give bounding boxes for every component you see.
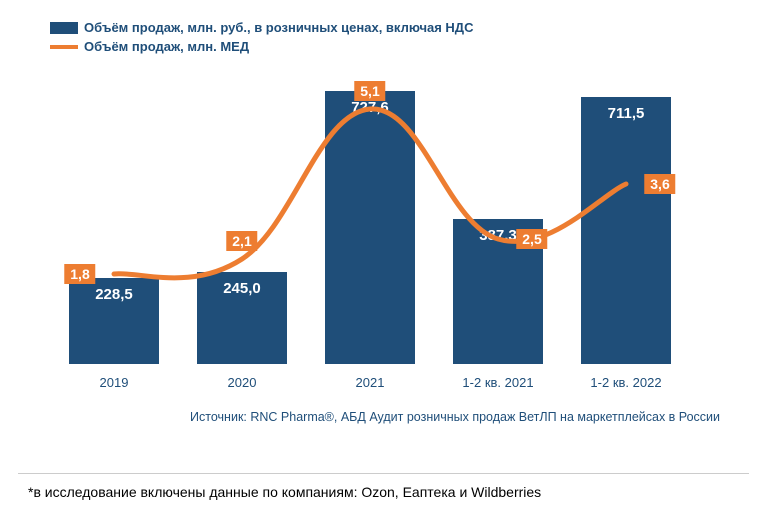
line-value-label: 2,5 (516, 229, 547, 249)
legend-row-line: Объём продаж, млн. МЕД (50, 39, 730, 54)
plot-area: 228,5245,0727,6387,3711,5 1,82,15,12,53,… (50, 64, 690, 384)
line-value-label: 1,8 (64, 264, 95, 284)
line-value-label: 2,1 (226, 231, 257, 251)
x-axis-label: 1-2 кв. 2022 (562, 375, 690, 390)
legend-swatch-line (50, 45, 78, 49)
legend-row-bar: Объём продаж, млн. руб., в розничных цен… (50, 20, 730, 35)
divider (18, 473, 749, 474)
source-text: Источник: RNC Pharma®, АБД Аудит розничн… (50, 410, 730, 424)
legend-swatch-bar (50, 22, 78, 34)
line-labels-group: 1,8 2,1 5,1 2,5 3,6 (50, 64, 690, 364)
x-axis-labels: 2019202020211-2 кв. 20211-2 кв. 2022 (50, 375, 690, 390)
x-axis-label: 2019 (50, 375, 178, 390)
legend-label-line: Объём продаж, млн. МЕД (84, 39, 249, 54)
x-axis-label: 1-2 кв. 2021 (434, 375, 562, 390)
footnote-text: *в исследование включены данные по компа… (28, 484, 541, 500)
chart-container: Объём продаж, млн. руб., в розничных цен… (50, 20, 730, 460)
legend: Объём продаж, млн. руб., в розничных цен… (50, 20, 730, 54)
x-axis-label: 2021 (306, 375, 434, 390)
x-axis-label: 2020 (178, 375, 306, 390)
line-value-label: 5,1 (354, 81, 385, 101)
legend-label-bar: Объём продаж, млн. руб., в розничных цен… (84, 20, 473, 35)
line-value-label: 3,6 (644, 174, 675, 194)
